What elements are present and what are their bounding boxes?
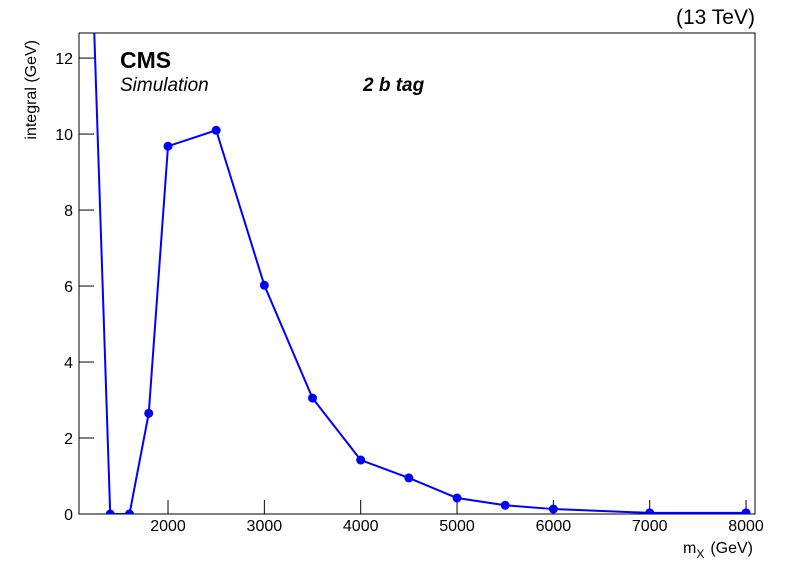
- data-point: [259, 280, 269, 290]
- x-tick-label: 3000: [247, 518, 283, 535]
- x-label-sub: X: [696, 547, 704, 561]
- y-tick-label: 4: [64, 355, 73, 372]
- y-axis-label: integral (GeV): [23, 40, 40, 140]
- x-tick-label: 7000: [632, 518, 668, 535]
- data-point: [645, 508, 655, 514]
- simulation-label: Simulation: [120, 75, 209, 96]
- tag-label: 2 b tag: [362, 75, 425, 96]
- data-point: [163, 141, 173, 151]
- data-point: [211, 125, 221, 135]
- x-tick-label: 4000: [343, 518, 379, 535]
- x-label-unit: (GeV): [710, 540, 753, 557]
- data-point: [124, 509, 134, 514]
- y-tick-label: 2: [64, 431, 73, 448]
- data-point: [356, 455, 366, 465]
- y-tick-label: 8: [64, 203, 73, 220]
- data-point: [500, 500, 510, 510]
- y-tick-label: 0: [64, 507, 73, 524]
- data-point: [404, 473, 414, 483]
- data-point: [308, 393, 318, 403]
- x-label-main: m: [683, 540, 696, 557]
- cms-label: CMS: [120, 47, 171, 73]
- x-tick-label: 2000: [150, 518, 186, 535]
- y-tick-label: 6: [64, 279, 73, 296]
- data-point: [548, 504, 558, 514]
- plot-frame: [78, 32, 756, 515]
- data-point: [105, 509, 115, 514]
- data-point: [741, 508, 751, 514]
- x-tick-label: 6000: [536, 518, 572, 535]
- chart-title: (13 TeV): [676, 6, 755, 29]
- x-tick-label: 5000: [439, 518, 475, 535]
- y-tick-label: 10: [55, 127, 73, 144]
- x-tick-label: 8000: [728, 518, 764, 535]
- y-tick-label: 12: [55, 51, 73, 68]
- data-point: [144, 408, 154, 418]
- x-axis-label: mX (GeV): [683, 540, 753, 561]
- data-point: [452, 493, 462, 503]
- plot-area: [93, 33, 751, 514]
